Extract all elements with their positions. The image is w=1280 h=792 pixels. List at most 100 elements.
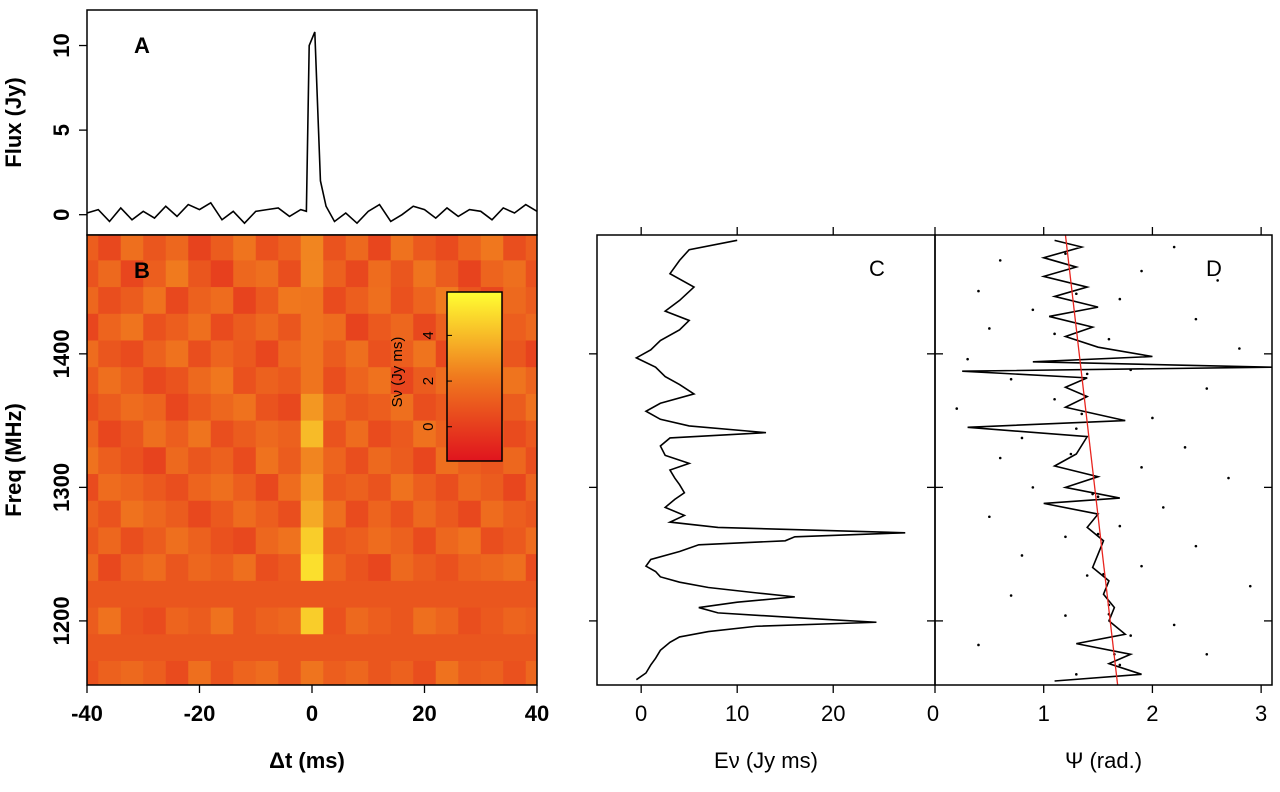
point <box>1075 673 1078 676</box>
heat-cell <box>503 420 527 448</box>
heat-cell <box>525 447 537 475</box>
heat-cell <box>345 367 369 395</box>
heat-cell <box>120 634 144 662</box>
heat-cell <box>525 500 537 528</box>
point <box>977 289 980 293</box>
heat-cell <box>390 554 414 582</box>
heat-cell <box>188 393 212 422</box>
point <box>977 643 980 647</box>
panel-label: C <box>869 256 885 281</box>
heat-cell <box>210 660 234 685</box>
heat-cell <box>323 607 347 635</box>
heat-cell <box>368 340 392 368</box>
heat-cell <box>458 607 482 635</box>
x-axis-label: Eν (Jy ms) <box>714 748 818 773</box>
heat-cell <box>300 580 324 609</box>
heat-cell <box>188 313 212 341</box>
heat-cell <box>323 340 347 368</box>
heat-cell <box>525 313 537 341</box>
heat-cell <box>368 500 392 528</box>
heat-cell <box>233 580 257 609</box>
heat-cell <box>278 420 302 448</box>
heat-cell <box>413 420 437 448</box>
point <box>988 327 991 330</box>
heat-cell <box>435 527 459 555</box>
heat-cell <box>210 340 234 368</box>
heat-cell <box>503 474 527 502</box>
heat-cell <box>255 340 279 368</box>
y-axis-label: Freq (MHz) <box>1 403 26 517</box>
heat-cell <box>458 634 482 662</box>
heat-cell <box>525 420 537 448</box>
heat-cell <box>87 420 99 448</box>
heat-cell <box>255 554 279 582</box>
heat-cell <box>300 474 324 502</box>
heat-cell <box>233 500 257 528</box>
heat-cell <box>143 420 167 448</box>
heat-cell <box>480 554 504 582</box>
heat-cell <box>345 634 369 662</box>
y-axis-label: Flux (Jy) <box>1 77 26 167</box>
heat-cell <box>165 474 189 502</box>
heat-cell <box>143 313 167 341</box>
heat-cell <box>87 287 99 315</box>
heat-cell <box>503 500 527 528</box>
heat-cell <box>300 420 324 448</box>
heat-cell <box>98 634 122 662</box>
heat-cell <box>458 500 482 528</box>
heat-cell <box>480 260 504 288</box>
heat-cell <box>165 287 189 315</box>
plot-area <box>86 31 538 225</box>
line <box>86 31 538 225</box>
heat-cell <box>143 474 167 502</box>
heat-cell <box>300 340 324 368</box>
point <box>1075 292 1078 296</box>
colorbar-tick-label: 2 <box>420 377 437 385</box>
heat-cell <box>503 660 527 685</box>
heat-cell <box>300 313 324 341</box>
heat-cell <box>188 580 212 609</box>
heat-cell <box>278 580 302 609</box>
heat-cell <box>435 660 459 685</box>
heat-cell <box>278 500 302 528</box>
heat-cell <box>143 447 167 475</box>
y-tick-label: 1200 <box>49 596 74 645</box>
heat-cell <box>98 287 122 315</box>
point <box>1118 663 1122 667</box>
heat-cell <box>210 607 234 635</box>
heat-cell <box>165 660 189 685</box>
heat-cell <box>368 527 392 555</box>
heat-cell <box>255 474 279 502</box>
heat-cell <box>87 393 99 422</box>
plot-area <box>634 239 906 681</box>
point <box>1216 279 1219 282</box>
heat-cell <box>503 580 527 609</box>
heat-cell <box>413 554 437 582</box>
heat-cell <box>188 367 212 395</box>
x-tick-label: 20 <box>412 701 436 726</box>
x-tick-label: 0 <box>306 701 318 726</box>
plot-area <box>962 239 1272 682</box>
heat-cell <box>188 607 212 635</box>
heat-cell <box>165 634 189 662</box>
heat-cell <box>120 607 144 635</box>
heat-cell <box>390 235 414 261</box>
x-axis-label: Δt (ms) <box>269 748 345 773</box>
heat-cell <box>210 474 234 502</box>
heat-cell <box>390 447 414 475</box>
heat-cell <box>278 235 302 261</box>
heat-cell <box>165 340 189 368</box>
x-tick-label: 20 <box>821 701 845 726</box>
heat-cell <box>368 607 392 635</box>
heat-cell <box>87 235 99 261</box>
heat-cell <box>323 235 347 261</box>
heat-cell <box>143 235 167 261</box>
heat-cell <box>98 660 122 685</box>
heat-cell <box>255 447 279 475</box>
heat-cell <box>278 554 302 582</box>
y-tick-label: 1400 <box>49 329 74 378</box>
heat-cell <box>323 393 347 422</box>
heat-cell <box>345 447 369 475</box>
heat-cell <box>368 313 392 341</box>
heat-cell <box>413 393 437 422</box>
